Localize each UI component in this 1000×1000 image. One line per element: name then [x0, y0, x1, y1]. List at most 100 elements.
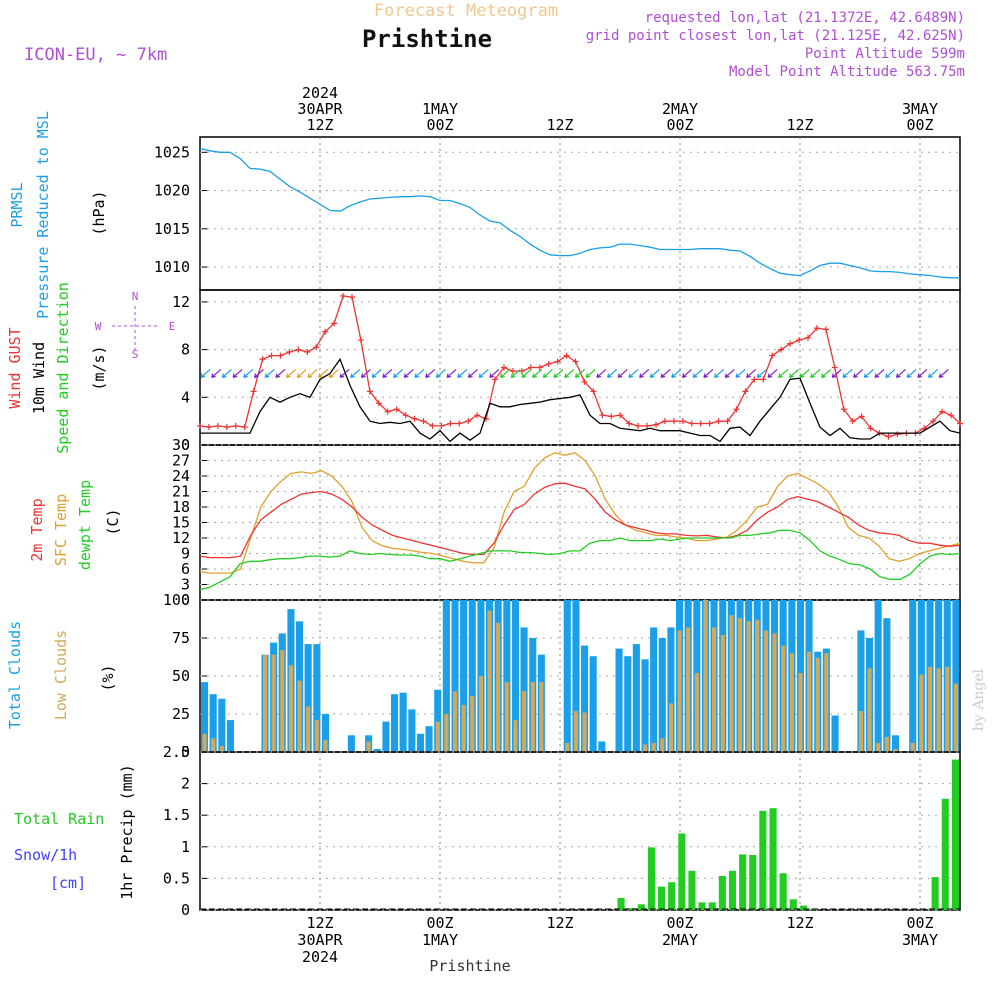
total-clouds-bar	[468, 600, 476, 752]
low-clouds-bar	[928, 666, 933, 752]
low-clouds-bar	[884, 736, 889, 752]
low-clouds-bar	[919, 674, 924, 752]
total-clouds-bar	[598, 741, 606, 752]
wind-direction-arrow	[500, 369, 510, 379]
gust-marker	[295, 346, 302, 353]
gust-marker	[805, 334, 811, 341]
low-clouds-bar	[789, 653, 794, 752]
rain-bar	[658, 886, 666, 910]
wind-direction-arrow	[938, 369, 949, 379]
y-tick-label: 9	[181, 545, 190, 563]
gust-marker	[751, 376, 758, 383]
y-tick-label: 1	[181, 838, 190, 856]
total-clouds-bar	[624, 656, 632, 752]
wind-direction-arrow	[296, 369, 307, 379]
panel-labels: PRMSL Pressure Reduced to MSL (hPa) Wind GU…	[6, 111, 175, 900]
time-label: 2MAY	[662, 931, 698, 949]
wind-direction-arrow	[275, 369, 286, 379]
y-tick-label: 12	[172, 529, 190, 547]
gust-marker	[286, 349, 293, 355]
total-clouds-bar	[589, 656, 597, 752]
y-tick-label: 1015	[154, 220, 190, 238]
wind-direction-arrow	[714, 369, 724, 379]
total-clouds-bar	[572, 600, 580, 752]
y-tick-label: 6	[181, 560, 190, 578]
gust-marker	[393, 406, 400, 413]
gust-marker	[796, 337, 803, 344]
time-label: 00Z	[666, 116, 693, 134]
low-clouds-bar	[522, 691, 527, 752]
gust-marker	[724, 418, 731, 425]
wind-direction-arrow	[681, 369, 692, 379]
y-axis-label: Low Clouds	[52, 630, 70, 720]
y-tick-label: 24	[172, 467, 190, 485]
gust-marker	[626, 420, 633, 427]
gust-marker	[706, 420, 713, 427]
wind-direction-arrow	[596, 369, 607, 379]
total-clouds-bar	[425, 726, 433, 752]
low-clouds-bar	[306, 706, 311, 752]
time-label: 2024	[302, 84, 338, 102]
gust-marker	[259, 356, 266, 363]
low-clouds-bar	[271, 654, 276, 752]
gust-marker	[554, 358, 561, 365]
rain-bar	[769, 808, 777, 910]
wind-direction-arrow	[307, 369, 318, 379]
wind-direction-arrow	[350, 369, 361, 379]
gust-marker	[590, 388, 597, 395]
wind-direction-arrow	[853, 369, 864, 379]
low-clouds-bar	[867, 668, 872, 752]
low-clouds-bar	[815, 657, 820, 752]
wind-direction-arrow	[703, 369, 714, 379]
wind-direction-arrow	[917, 369, 928, 379]
wind-direction-arrow	[788, 369, 799, 379]
gust-marker	[813, 325, 820, 332]
gust-marker	[232, 422, 239, 429]
low-clouds-bar	[781, 645, 786, 752]
wind-direction-arrow	[746, 369, 757, 379]
low-clouds-bar	[435, 721, 440, 752]
y-tick-label: 1010	[154, 258, 190, 276]
gust-marker	[572, 358, 579, 365]
low-clouds-bar	[202, 733, 207, 752]
low-clouds-bar	[858, 711, 863, 752]
prmsl-line	[199, 147, 960, 279]
wind-direction-arrow	[542, 369, 553, 379]
low-clouds-bar	[530, 682, 535, 752]
y-tick-label: 27	[172, 452, 190, 470]
low-clouds-bar	[755, 619, 760, 752]
wind-direction-arrow	[221, 369, 232, 379]
gust-marker	[331, 320, 338, 327]
low-clouds-bar	[504, 682, 509, 752]
wind-direction-arrow	[831, 369, 842, 379]
low-clouds-bar	[729, 615, 734, 752]
wind-direction-arrow	[692, 369, 703, 379]
time-label: 30APR	[297, 100, 343, 118]
gust-marker	[411, 415, 418, 422]
gust-marker	[536, 364, 543, 371]
total-clouds-bar	[391, 694, 399, 752]
gust-marker	[214, 422, 221, 429]
time-label: 00Z	[426, 914, 453, 932]
wind-direction-arrow	[767, 369, 778, 379]
low-clouds-bar	[444, 714, 449, 752]
gust-marker	[885, 433, 892, 440]
gust-marker	[402, 412, 409, 419]
wind-direction-arrow	[756, 369, 767, 379]
wind-direction-arrow	[446, 369, 457, 379]
total-clouds-bar	[434, 689, 442, 752]
y-axis-label: Total Clouds	[6, 621, 24, 729]
wind-direction-arrow	[863, 369, 874, 379]
y-axis-label: Pressure Reduced to MSL	[34, 111, 52, 319]
wind-direction-arrow	[414, 369, 425, 379]
y-tick-label: 1025	[154, 143, 190, 161]
time-label: 1MAY	[422, 931, 458, 949]
total-clouds-bar	[857, 630, 865, 752]
y-tick-label: 0	[181, 743, 190, 761]
total-clouds-bar	[347, 735, 355, 752]
total-clouds-bar	[615, 648, 623, 752]
compass-e: E	[169, 320, 176, 333]
total-clouds-bar	[442, 600, 450, 752]
wind-direction-arrow	[735, 369, 746, 379]
panel-frame	[199, 289, 961, 446]
